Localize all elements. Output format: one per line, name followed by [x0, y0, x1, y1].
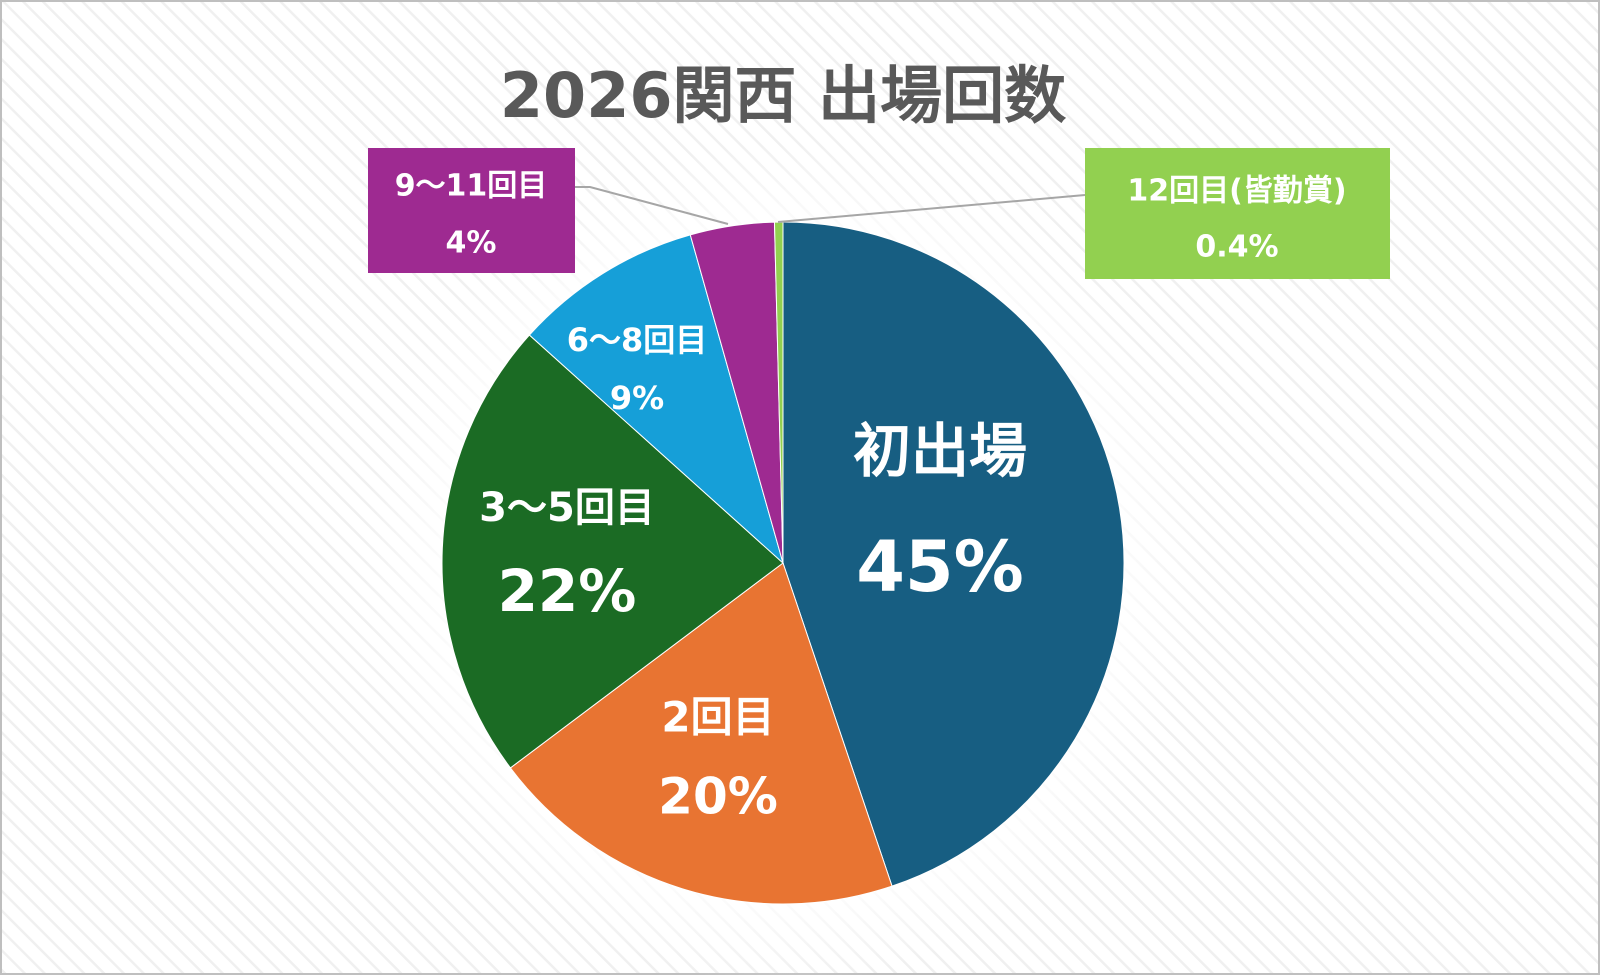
slice-label: 2回目: [661, 693, 774, 742]
value-label: 45%: [856, 526, 1024, 608]
value-label: 4%: [446, 226, 497, 261]
slice-label: 9〜11回目: [395, 169, 548, 204]
chart-title: 2026関西 出場回数: [500, 59, 1066, 132]
label-box: [1085, 148, 1390, 279]
slice-label: 初出場: [853, 417, 1027, 485]
value-label: 0.4%: [1195, 230, 1278, 265]
leader-line: [777, 194, 1086, 223]
label-box: [368, 148, 575, 273]
leader-line: [575, 186, 729, 225]
slice-label: 3〜5回目: [479, 485, 655, 531]
value-label: 20%: [658, 768, 778, 826]
pie-slice: [509, 562, 893, 905]
slice-label: 12回目(皆勤賞): [1127, 174, 1346, 209]
pie-slice: [528, 234, 784, 565]
slice-label: 6〜8回目: [567, 321, 708, 359]
pie-slice: [441, 334, 784, 769]
value-label: 22%: [498, 557, 637, 625]
pie-slice: [782, 221, 1125, 887]
value-label: 9%: [610, 379, 664, 417]
